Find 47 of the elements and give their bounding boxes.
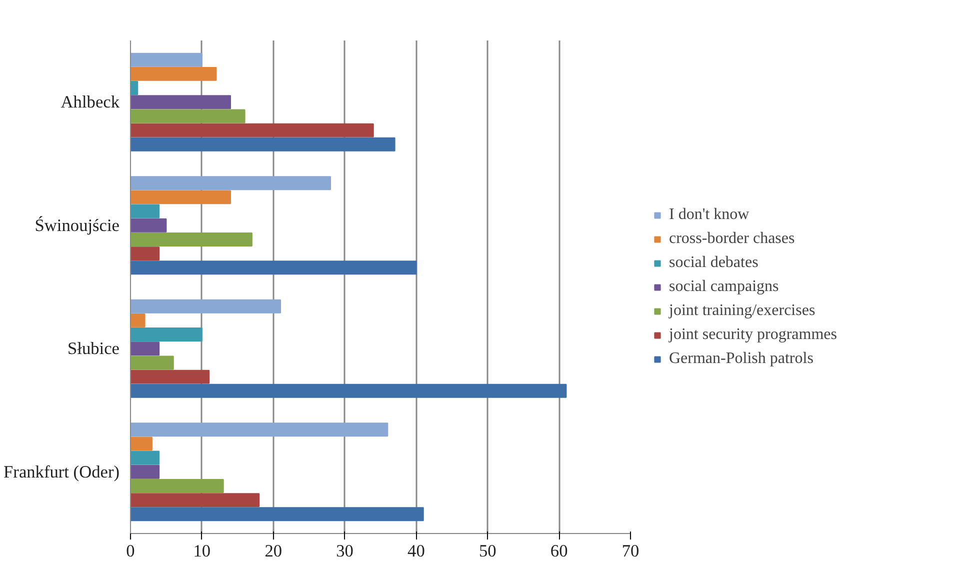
x-tick-label: 50	[478, 542, 496, 560]
x-tick-label: 40	[408, 542, 425, 560]
bar	[130, 218, 167, 232]
x-tick-label: 60	[550, 542, 568, 560]
bar	[130, 478, 224, 493]
bar	[130, 137, 396, 152]
x-tick-label: 70	[622, 542, 640, 560]
bar	[130, 436, 152, 451]
y-tick-label: Słubice	[68, 339, 120, 358]
bar	[130, 313, 146, 328]
x-tick-label: 20	[264, 542, 282, 560]
legend-label: cross-border chases	[669, 230, 795, 248]
bar	[130, 299, 281, 314]
bar	[130, 450, 160, 465]
bar	[130, 507, 424, 522]
bar	[130, 109, 246, 124]
bar	[130, 66, 217, 81]
y-tick-label: Ahlbeck	[60, 92, 120, 112]
x-tick-label: 30	[336, 542, 354, 560]
bar	[130, 493, 260, 508]
bar	[130, 370, 210, 384]
bar	[130, 422, 388, 437]
y-tick-label: Frankfurt (Oder)	[4, 462, 120, 482]
bar	[130, 81, 138, 96]
bar	[130, 190, 231, 204]
bar	[130, 95, 231, 110]
bar	[130, 464, 160, 479]
legend-label: social campaigns	[669, 278, 779, 296]
legend-label: I don't know	[669, 206, 750, 224]
x-tick-label: 10	[193, 542, 211, 560]
legend-label: joint security programmes	[669, 326, 837, 344]
y-tick-label: Świnoujście	[34, 216, 120, 235]
bar	[130, 246, 160, 261]
legend-label: social debates	[669, 254, 758, 272]
x-tick-label: 0	[126, 542, 135, 560]
bar	[130, 328, 202, 342]
legend-label: German-Polish patrols	[669, 350, 814, 368]
bar	[130, 176, 331, 190]
legend-label: joint training/exercises	[669, 302, 816, 320]
bar	[130, 204, 160, 218]
bar	[130, 52, 202, 67]
bar	[130, 356, 174, 370]
bar	[130, 342, 160, 356]
bar	[130, 384, 567, 398]
bar	[130, 232, 252, 246]
bar	[130, 260, 417, 275]
bar	[130, 123, 374, 138]
